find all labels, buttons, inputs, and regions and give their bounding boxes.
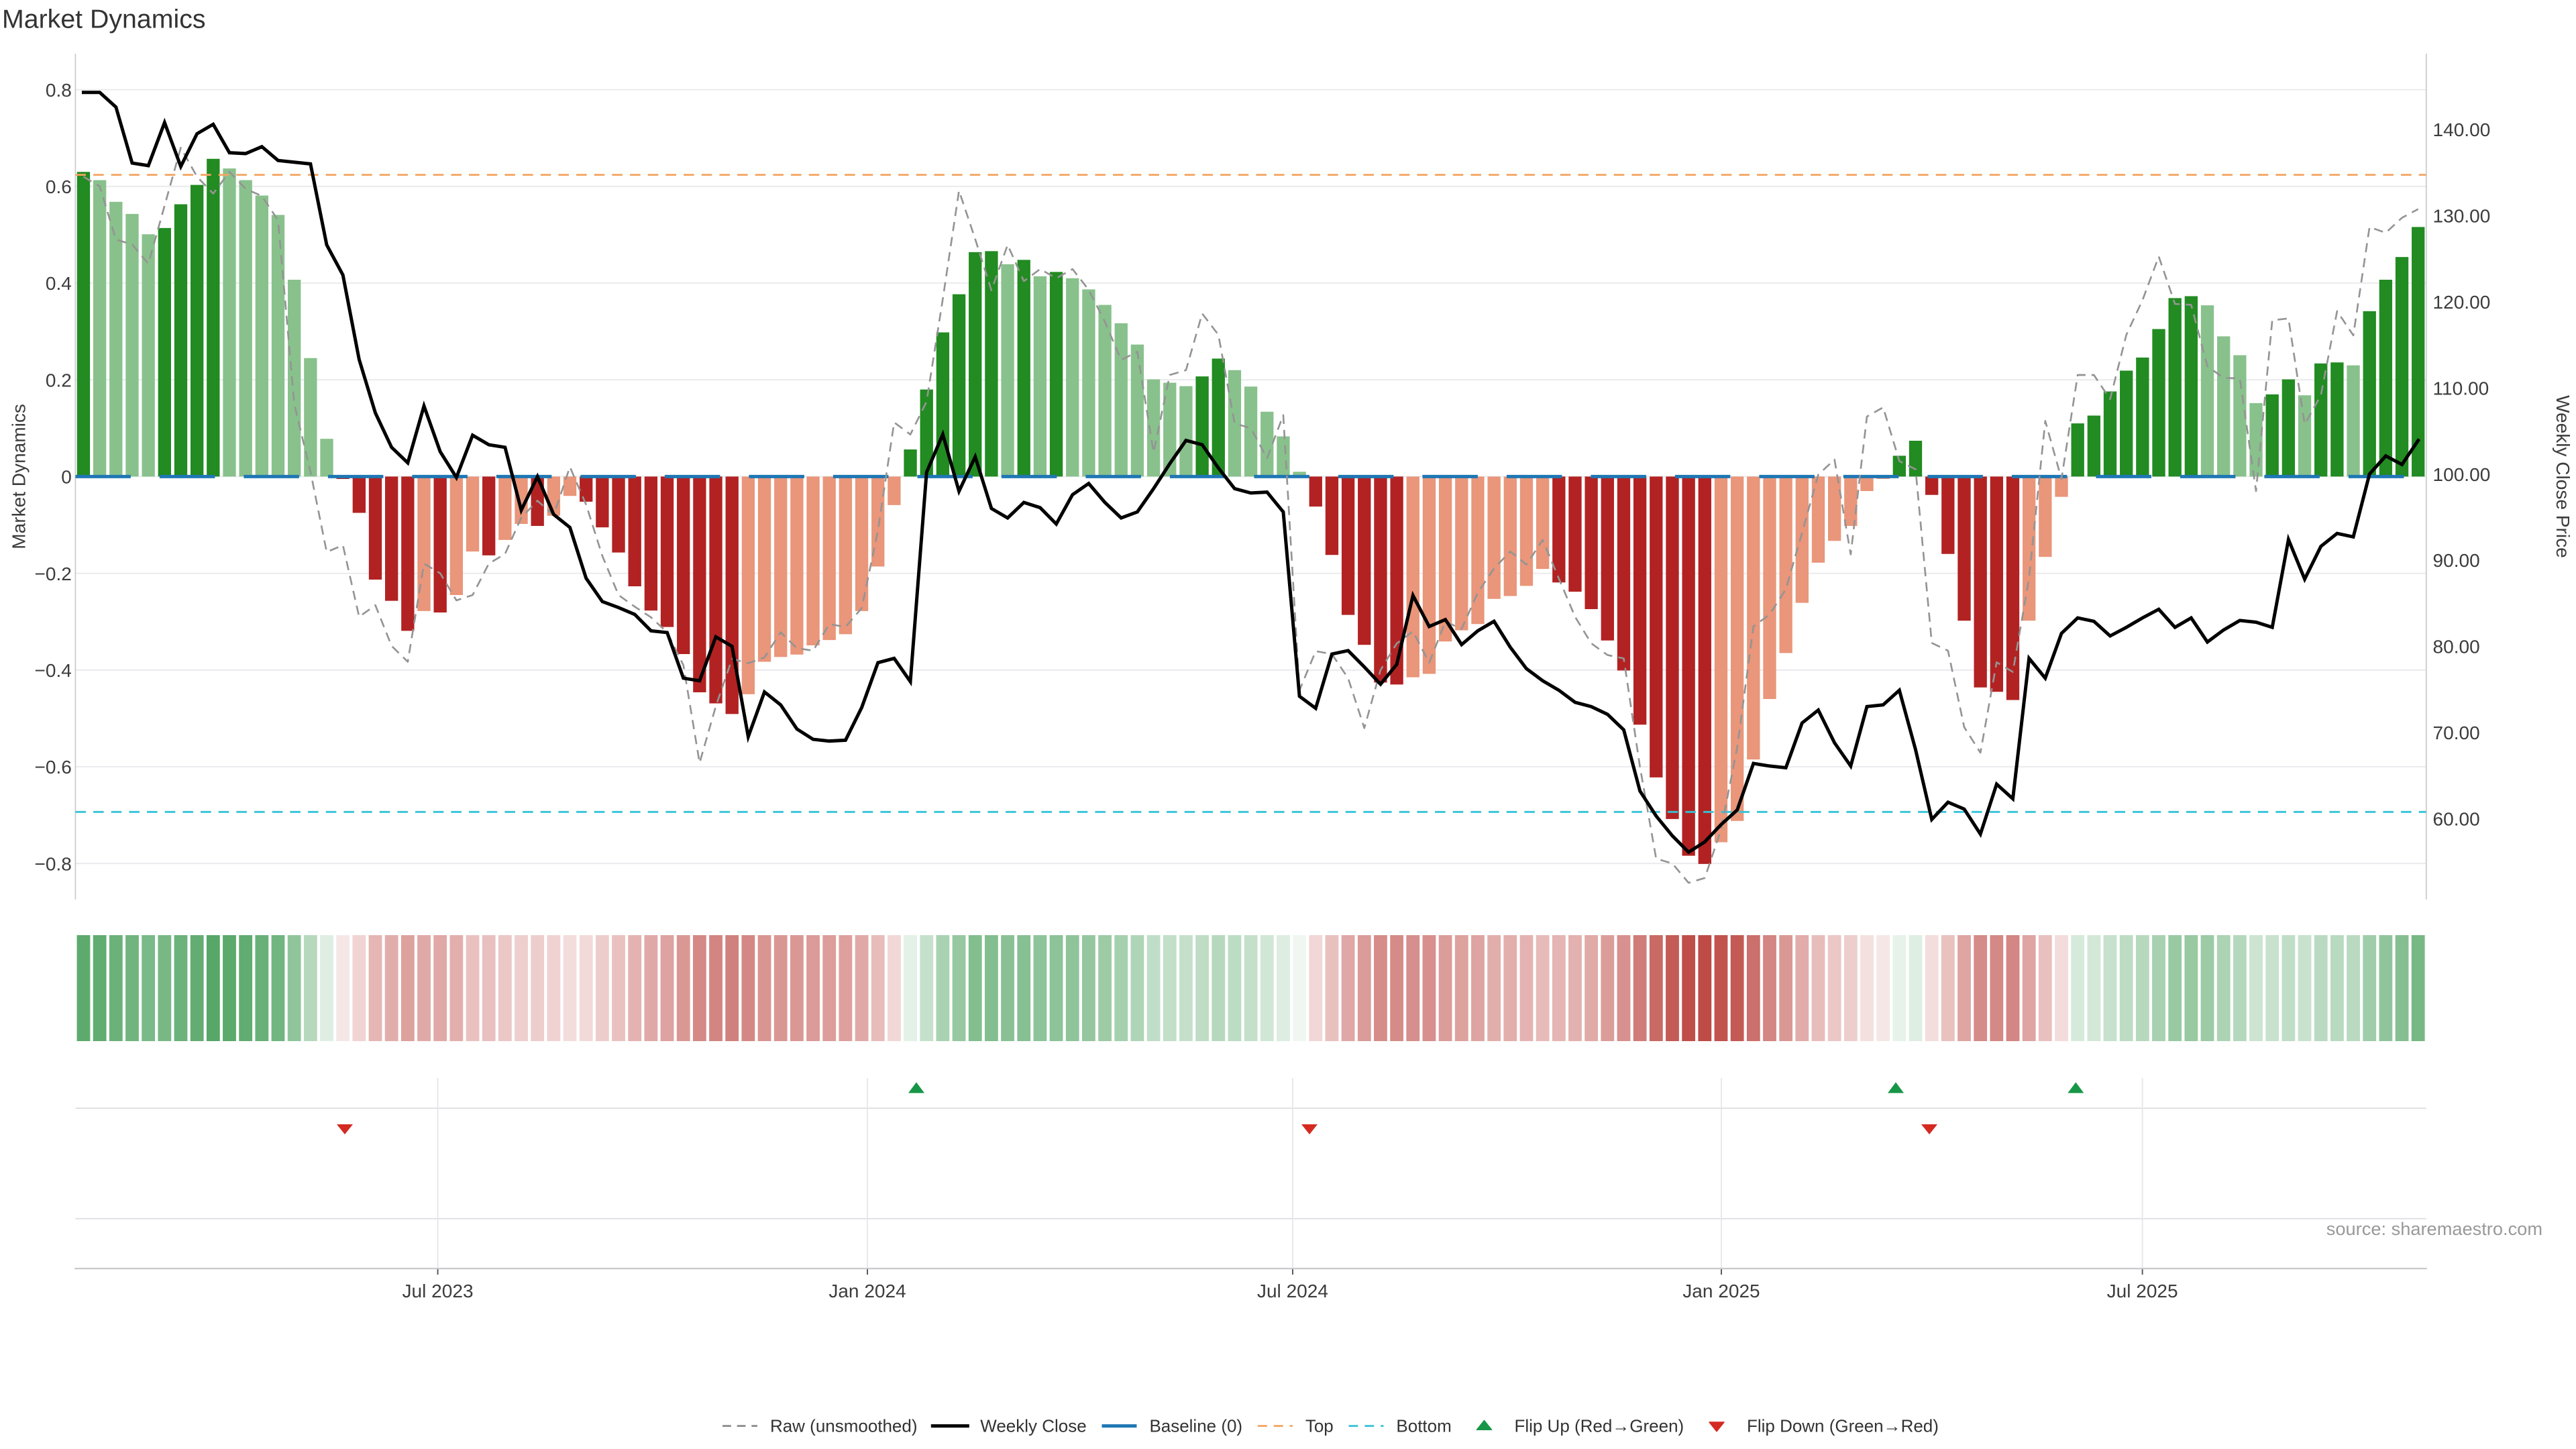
svg-text:Jul 2023: Jul 2023 xyxy=(402,1281,474,1301)
svg-text:Baseline (0): Baseline (0) xyxy=(1149,1416,1242,1436)
svg-text:Flip Down (Green→Red): Flip Down (Green→Red) xyxy=(1747,1416,1939,1436)
svg-text:120.00: 120.00 xyxy=(2433,292,2491,313)
svg-text:Weekly Close Price: Weekly Close Price xyxy=(2553,395,2573,558)
svg-text:Jan 2024: Jan 2024 xyxy=(828,1281,906,1301)
svg-text:Jul 2025: Jul 2025 xyxy=(2107,1281,2178,1301)
svg-text:Market Dynamics: Market Dynamics xyxy=(8,404,29,549)
svg-text:−0.2: −0.2 xyxy=(34,564,71,584)
svg-text:0.8: 0.8 xyxy=(46,80,72,101)
svg-text:−0.8: −0.8 xyxy=(34,853,71,874)
svg-text:100.00: 100.00 xyxy=(2433,464,2491,485)
svg-text:110.00: 110.00 xyxy=(2433,378,2489,398)
svg-text:Raw (unsmoothed): Raw (unsmoothed) xyxy=(770,1416,918,1436)
svg-text:0.2: 0.2 xyxy=(46,370,72,390)
svg-text:0.4: 0.4 xyxy=(46,273,72,294)
svg-text:source: sharemaestro.com: source: sharemaestro.com xyxy=(2326,1218,2542,1239)
svg-text:70.00: 70.00 xyxy=(2433,722,2480,743)
svg-text:Top: Top xyxy=(1305,1416,1334,1436)
svg-text:0: 0 xyxy=(61,467,72,488)
svg-text:0.6: 0.6 xyxy=(46,176,72,197)
svg-text:Flip Up (Red→Green): Flip Up (Red→Green) xyxy=(1514,1416,1684,1436)
svg-text:Weekly Close: Weekly Close xyxy=(980,1416,1086,1436)
svg-text:90.00: 90.00 xyxy=(2433,550,2480,571)
svg-text:130.00: 130.00 xyxy=(2433,206,2491,227)
svg-text:Market Dynamics: Market Dynamics xyxy=(2,4,206,34)
svg-text:60.00: 60.00 xyxy=(2433,808,2480,829)
svg-text:Jan 2025: Jan 2025 xyxy=(1682,1281,1760,1301)
svg-text:Jul 2024: Jul 2024 xyxy=(1257,1281,1328,1301)
svg-text:140.00: 140.00 xyxy=(2433,119,2491,140)
svg-text:−0.4: −0.4 xyxy=(34,660,71,681)
svg-text:80.00: 80.00 xyxy=(2433,637,2480,657)
svg-text:−0.6: −0.6 xyxy=(34,757,71,777)
svg-text:Bottom: Bottom xyxy=(1396,1416,1451,1436)
